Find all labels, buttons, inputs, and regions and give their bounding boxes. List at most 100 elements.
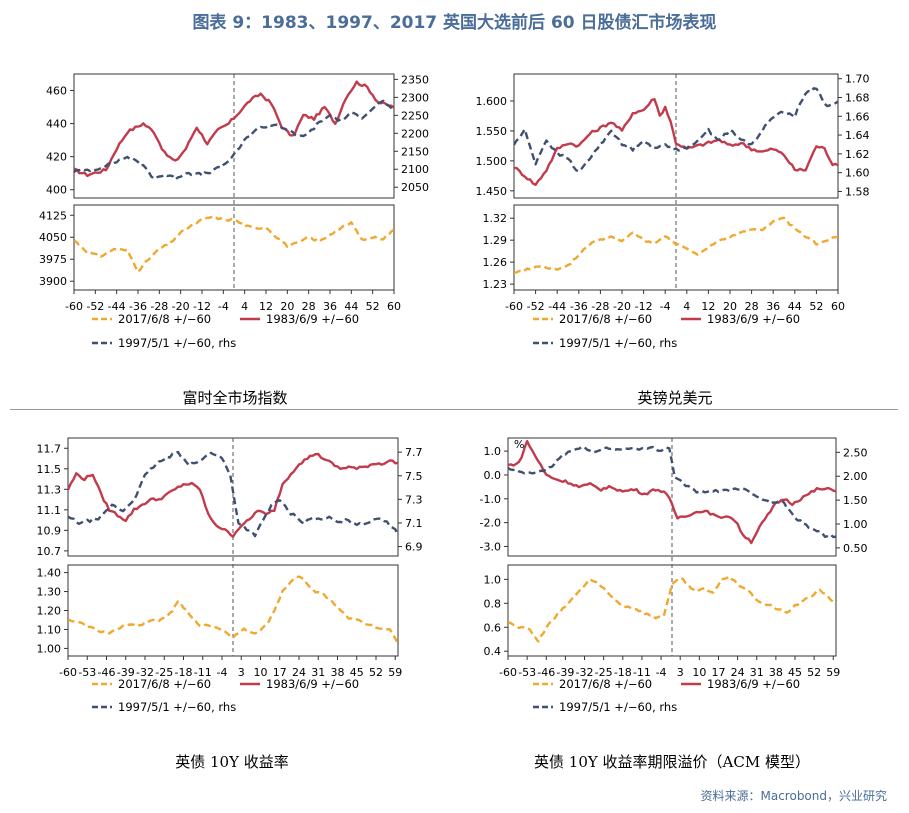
x-tick-label: -60 [65,300,83,313]
chart-panel-2: 1.450 1.500 1.550 1.600 1.58 1.60 1.62 1.64 1.66… [476,73,870,407]
y-lower-tick-label: 3900 [39,275,67,288]
x-tick-label: -44 [108,300,126,313]
x-tick-label: 38 [331,666,345,679]
y-lower-tick-label: 1.32 [483,212,508,225]
y-lower-tick-label: 1.30 [37,586,62,599]
x-tick-label: -25 [595,666,613,679]
y-right-tick-label: 2.00 [843,470,868,483]
lower-plot-frame [513,204,839,291]
y-right-tick-label: 1.00 [843,518,868,531]
y-right-tick-label: 2200 [401,127,429,140]
x-tick-label: -52 [86,300,104,313]
x-tick-label: 52 [809,300,823,313]
y-right-tick-label: 7.5 [405,470,423,483]
y-right-tick-label: 1.66 [845,110,870,123]
y-lower-tick-label: 3975 [39,253,67,266]
series-line-1983 [74,80,394,178]
x-tick-label: 10 [692,666,706,679]
y-left-tick-label: 0.0 [484,469,502,482]
x-tick-label: 17 [711,666,725,679]
x-tick-label: -4 [660,300,671,313]
x-tick-label: 59 [826,666,840,679]
x-tick-label: 28 [745,300,759,313]
y-right-tick-label: 2100 [401,163,429,176]
y-right-tick-label: 2300 [401,91,429,104]
x-tick-label: -60 [505,300,523,313]
x-tick-label: 4 [683,300,690,313]
x-tick-label: -28 [591,300,609,313]
y-right-tick-label: 7.7 [405,446,423,459]
legend-label: 1983/6/9 +/−60 [266,312,359,326]
y-left-tick-label: 10.9 [37,524,62,537]
chart-panel-1: 4004204404602050210021502200225023002350… [39,73,429,407]
legend-label: 1997/5/1 +/−60, rhs [559,336,677,350]
y-left-tick-label: -1.0 [480,493,501,506]
series-line-2017 [514,216,838,274]
y-left-tick-label: 460 [46,85,67,98]
chart-panel-3: 10.7 10.9 11.1 11.3 11.5 11.7 6.9 7.1 7.3 7.5 7.7 1… [37,437,423,771]
x-tick-label: 60 [387,300,401,313]
x-tick-label: -20 [613,300,631,313]
x-tick-label: -28 [150,300,168,313]
x-tick-label: 24 [292,666,306,679]
y-lower-tick-label: 1.0 [484,573,502,586]
series-line-1997 [74,99,394,181]
legend-label: 2017/6/8 +/−60 [118,677,211,691]
x-tick-label: 10 [254,666,268,679]
legend-label: 1997/5/1 +/−60, rhs [118,700,236,714]
series-line-2017 [508,575,836,643]
source-note: 资料来源：Macrobond，兴业研究 [700,789,888,803]
x-tick-label: 20 [280,300,294,313]
y-left-tick-label: 400 [46,184,67,197]
x-tick-label: 31 [750,666,764,679]
x-tick-label: 31 [311,666,325,679]
y-right-tick-label: 1.62 [845,148,870,161]
x-tick-label: 36 [766,300,780,313]
series-line-1983 [514,98,838,186]
series-line-1997 [514,87,838,173]
x-tick-label: 45 [788,666,802,679]
x-tick-label: 3 [238,666,245,679]
y-right-tick-label: 2350 [401,73,429,86]
x-tick-label: 4 [241,300,248,313]
x-tick-label: 3 [677,666,684,679]
x-tick-label: -46 [98,666,116,679]
series-line-1997 [68,450,398,538]
y-right-tick-label: 1.68 [845,91,870,104]
legend-label: 2017/6/8 +/−60 [559,312,652,326]
legend-label: 1997/5/1 +/−60, rhs [559,700,677,714]
x-tick-label: 17 [273,666,287,679]
lower-plot-frame [73,204,395,291]
series-line-1983 [68,452,398,538]
x-tick-label: 52 [366,300,380,313]
x-tick-label: 52 [807,666,821,679]
legend: 2017/6/8 +/−60 1983/6/9 +/−60 1997/5/1 +/−… [92,677,359,714]
x-tick-label: -46 [537,666,555,679]
x-tick-label: -52 [527,300,545,313]
x-tick-label: -53 [518,666,536,679]
x-tick-label: -20 [172,300,190,313]
x-tick-label: -32 [136,666,154,679]
y-left-tick-label: -3.0 [480,540,501,553]
series-line-1983 [508,439,836,545]
x-tick-label: -36 [570,300,588,313]
legend: 2017/6/8 +/−60 1983/6/9 +/−60 1997/5/1 +/−… [533,312,800,350]
y-lower-tick-label: 1.29 [483,234,508,247]
y-lower-tick-label: 0.6 [484,621,502,634]
x-tick-label: 20 [723,300,737,313]
y-left-tick-label: 1.450 [476,185,508,198]
x-tick-label: 59 [388,666,402,679]
y-left-tick-label: 1.550 [476,125,508,138]
legend: 2017/6/8 +/−60 1983/6/9 +/−60 1997/5/1 +/−… [92,312,359,350]
y-left-tick-label: 420 [46,151,67,164]
y-lower-tick-label: 1.10 [37,623,62,636]
x-tick-label: -11 [194,666,212,679]
x-tick-label: -39 [556,666,574,679]
x-tick-label: 45 [350,666,364,679]
series-line-1997 [508,445,836,539]
x-tick-label: -12 [193,300,211,313]
y-lower-tick-label: 4050 [39,231,67,244]
x-tick-label: 38 [769,666,783,679]
unit-label: % [514,438,524,451]
